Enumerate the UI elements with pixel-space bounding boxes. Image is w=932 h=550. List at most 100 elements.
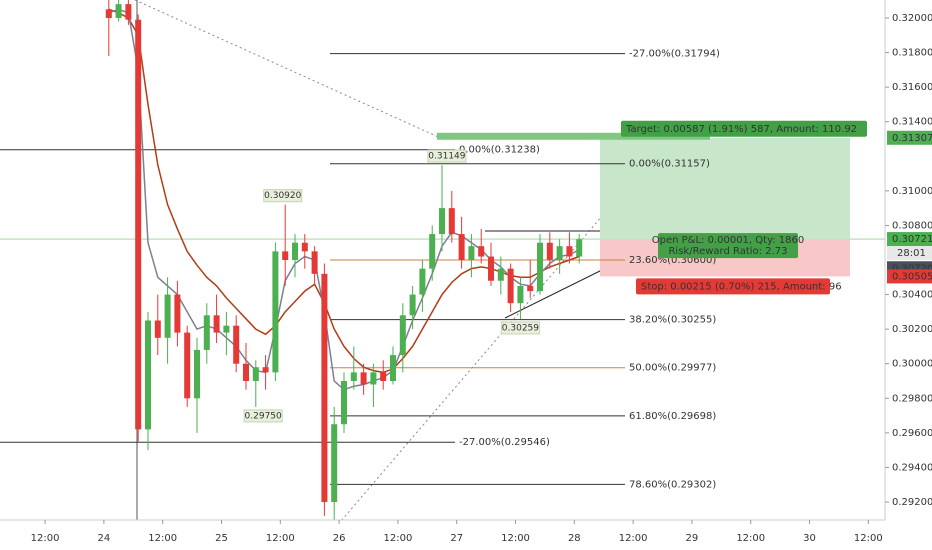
candle-body	[488, 256, 495, 281]
candle-body	[546, 242, 553, 260]
candle-body	[242, 363, 249, 382]
x-tick-label: 12:00	[736, 533, 765, 544]
x-tick-label: 12:00	[383, 533, 412, 544]
candle-body	[370, 372, 377, 385]
annotation-label: 0.31149	[428, 152, 465, 162]
annotation-label: 0.30920	[264, 191, 301, 201]
candle-body	[203, 315, 210, 350]
price-badge	[887, 130, 932, 145]
candle-body	[301, 242, 308, 252]
price-badge-label: 0.31307	[892, 133, 932, 144]
annotation-box	[500, 321, 540, 335]
price-badge	[887, 269, 932, 284]
candle-body	[429, 234, 436, 269]
x-tick-label: 29	[686, 533, 699, 544]
fib-label: 61.80%(0.29698)	[629, 411, 716, 422]
stop-label-box	[636, 278, 830, 295]
annotation-box	[243, 409, 283, 423]
candle-body	[478, 246, 485, 257]
candle-body	[360, 372, 367, 385]
x-tick-label: 12:00	[31, 533, 60, 544]
annotation-box	[427, 149, 467, 163]
candle-body	[556, 246, 563, 260]
x-tick-label: 24	[98, 533, 111, 544]
candle-body	[292, 242, 298, 260]
candle-body	[272, 251, 279, 373]
candle-body	[507, 268, 514, 304]
candle-body	[380, 372, 387, 382]
target-zone	[600, 137, 850, 240]
x-tick-label: 28	[568, 533, 581, 544]
candle-body	[517, 285, 524, 304]
annotation-box	[263, 189, 303, 203]
candle-body	[262, 367, 269, 373]
pnl-label: Open P&L: 0.00001, Qty: 1860	[652, 235, 805, 246]
y-tick-label: 0.31800	[892, 48, 932, 59]
candle-body	[409, 294, 416, 316]
x-tick-label: 26	[333, 533, 346, 544]
price-badge	[887, 232, 932, 247]
candle-body	[527, 285, 534, 292]
candle-body	[350, 372, 357, 382]
y-tick-label: 0.30800	[892, 220, 932, 231]
x-tick-label: 25	[215, 533, 228, 544]
fib-label: 38.20%(0.30255)	[629, 315, 716, 326]
y-tick-label: 0.31600	[892, 82, 932, 93]
y-tick-label: 0.29800	[892, 393, 932, 404]
trend-dotted	[341, 194, 621, 520]
y-tick-label: 0.31000	[892, 186, 932, 197]
candle-body	[537, 242, 544, 292]
x-tick-label: 30	[803, 533, 816, 544]
trend-dotted	[134, 0, 446, 141]
y-tick-label: 0.32000	[892, 13, 932, 24]
candle-body	[458, 234, 465, 260]
x-tick-label: 12:00	[854, 533, 883, 544]
fib-label: 0.00%(0.31157)	[629, 159, 710, 170]
candle-body	[576, 239, 583, 257]
candle-body	[331, 424, 338, 503]
stop-label: Stop: 0.00215 (0.70%) 215, Amount: 96	[641, 281, 842, 292]
fib-label: 0.00%(0.31238)	[459, 145, 540, 156]
y-tick-label: 0.31400	[892, 117, 932, 128]
fib-label: 78.60%(0.29302)	[629, 479, 716, 490]
fib-label: -27.00%(0.31794)	[629, 49, 720, 60]
candle-body	[144, 320, 151, 430]
y-tick-label: 0.30000	[892, 359, 932, 370]
candle-body	[311, 251, 318, 274]
y-tick-label: 0.30400	[892, 290, 932, 301]
candle-body	[439, 208, 446, 235]
price-badge-label: 0.30721	[892, 234, 932, 245]
candle-body	[184, 332, 191, 399]
candle-body	[135, 19, 142, 430]
y-tick-label: 0.29600	[892, 428, 932, 439]
price-badge-label: 0.30505	[892, 271, 932, 282]
pnl-box	[658, 233, 798, 259]
candle-body	[213, 315, 220, 333]
y-tick-label: 0.30200	[892, 324, 932, 335]
candle-body	[341, 381, 348, 425]
candle-body	[566, 246, 573, 257]
candle-body	[223, 325, 230, 333]
candle-body	[174, 294, 181, 333]
fib-label: 23.60%(0.30600)	[629, 255, 716, 266]
triangle-bottom	[504, 264, 613, 319]
candle-body	[282, 251, 289, 260]
target-label-box	[621, 120, 867, 137]
candle-body	[321, 273, 328, 503]
candle-body	[497, 268, 504, 281]
countdown-box	[887, 246, 932, 261]
fib-label: 50.00%(0.29977)	[629, 363, 716, 374]
annotation-label: 0.29750	[245, 411, 282, 421]
candle-body	[399, 315, 406, 356]
target-label: Target: 0.00587 (1.91%) 587, Amount: 110…	[625, 124, 857, 135]
candle-body	[125, 4, 132, 20]
candle-body	[468, 246, 475, 260]
candle-body	[419, 268, 426, 295]
x-tick-label: 27	[450, 533, 463, 544]
candle-body	[164, 294, 171, 338]
candle-body	[448, 208, 455, 235]
plot-area: -27.00%(0.31794) 0.00%(0.31238) 0.00%(0.31…	[0, 0, 885, 520]
target-bar	[437, 132, 710, 140]
candle-body	[193, 349, 200, 399]
